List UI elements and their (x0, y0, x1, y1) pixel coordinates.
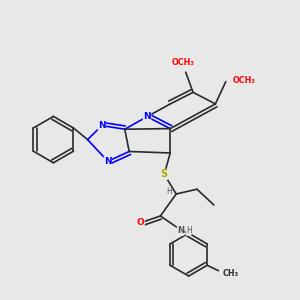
Text: H: H (166, 187, 172, 196)
Text: N: N (104, 157, 112, 166)
Text: O: O (136, 218, 144, 227)
Text: N: N (98, 121, 106, 130)
Text: CH₃: CH₃ (223, 268, 239, 278)
Text: N: N (143, 112, 151, 121)
Text: OCH₃: OCH₃ (232, 76, 255, 85)
Text: S: S (161, 169, 168, 179)
Text: H: H (186, 226, 191, 235)
Text: OCH₃: OCH₃ (171, 58, 194, 67)
Text: N: N (177, 226, 184, 235)
